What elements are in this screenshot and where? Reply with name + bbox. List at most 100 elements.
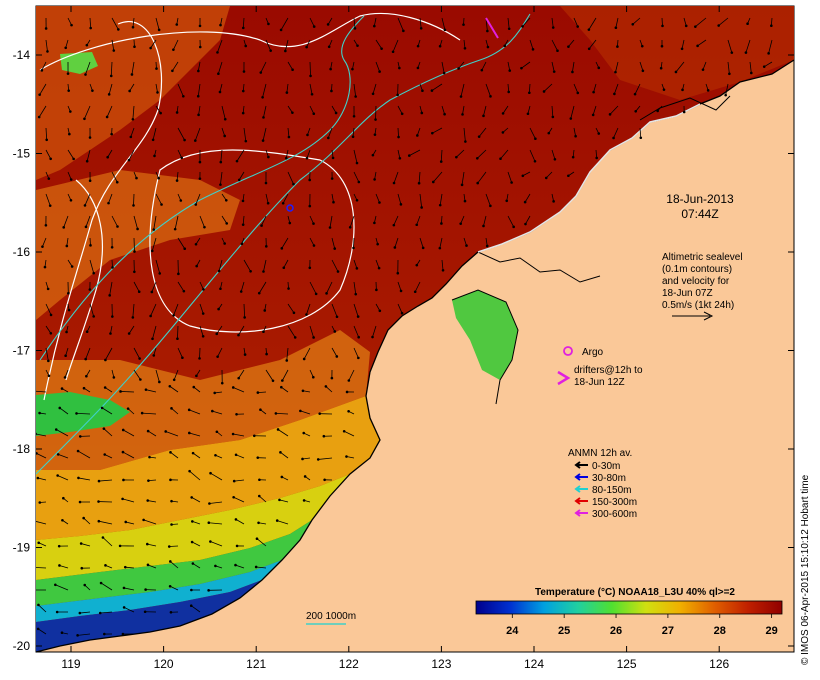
velocity-arrow-head (327, 45, 331, 49)
velocity-arrow-head (501, 131, 505, 134)
velocity-arrow-head (396, 93, 399, 97)
velocity-arrow-head (142, 518, 145, 522)
sealevel-contour-4 (65, 179, 103, 381)
velocity-arrow-head (413, 290, 417, 294)
velocity-arrow-head (241, 223, 245, 226)
velocity-arrow-head (241, 89, 245, 93)
velocity-arrow-head (551, 26, 555, 29)
velocity-arrow-head (347, 379, 351, 382)
velocity-arrow (439, 193, 443, 206)
velocity-arrow (284, 39, 289, 52)
velocity-arrow-head (84, 357, 87, 361)
velocity-arrow-head (38, 411, 41, 415)
velocity-arrow-head (121, 428, 125, 432)
velocity-arrow-head (61, 518, 64, 522)
velocity-arrow-head (744, 51, 748, 54)
velocity-arrow-head (392, 181, 396, 185)
velocity-arrow (281, 369, 289, 381)
velocity-arrow-head (67, 308, 71, 312)
velocity-arrow (263, 259, 267, 272)
velocity-arrow-head (262, 330, 265, 334)
lon-tick-label: 121 (246, 657, 266, 671)
velocity-arrow (634, 83, 641, 95)
velocity-arrow-head (616, 45, 619, 48)
velocity-arrow-head (312, 25, 316, 28)
velocity-arrow (507, 215, 515, 228)
velocity-arrow (108, 193, 113, 204)
anmn-legend-label: 150-300m (592, 497, 637, 508)
velocity-arrow-head (512, 225, 515, 229)
velocity-arrow (613, 127, 619, 139)
velocity-arrow (111, 39, 115, 51)
velocity-arrow (219, 83, 223, 93)
velocity-arrow (441, 61, 445, 74)
velocity-arrow (727, 61, 730, 74)
velocity-arrow-head (97, 479, 101, 483)
velocity-arrow (331, 303, 338, 317)
velocity-arrow-head (241, 26, 245, 30)
velocity-arrow-head (164, 430, 168, 433)
velocity-arrow-head (49, 331, 53, 335)
velocity-arrow (238, 171, 245, 181)
velocity-arrow-head (189, 604, 193, 608)
velocity-arrow (397, 281, 402, 292)
velocity-arrow-head (547, 131, 551, 135)
velocity-arrow (111, 171, 118, 183)
velocity-arrow-head (639, 136, 643, 140)
velocity-arrow (189, 432, 201, 437)
lat-tick-label: -14 (13, 48, 31, 62)
velocity-arrow-head (322, 434, 326, 438)
velocity-arrow-head (57, 544, 61, 548)
velocity-arrow (725, 83, 729, 96)
velocity-arrow-head (421, 89, 424, 93)
velocity-arrow-head (249, 269, 252, 273)
velocity-arrow-head (180, 156, 183, 160)
velocity-arrow-head (187, 431, 191, 435)
velocity-arrow (306, 39, 311, 48)
velocity-arrow (133, 369, 141, 380)
velocity-arrow (463, 39, 466, 49)
velocity-arrow (375, 61, 380, 72)
velocity-arrow-head (485, 244, 489, 248)
velocity-arrow-head (110, 245, 114, 249)
velocity-arrow-head (443, 112, 446, 116)
velocity-arrow (507, 61, 511, 71)
velocity-arrow (573, 83, 579, 94)
velocity-arrow-head (438, 246, 442, 250)
velocity-arrow (240, 281, 245, 292)
velocity-arrow-head (242, 70, 246, 73)
velocity-arrow-head (58, 564, 61, 567)
velocity-arrow (393, 215, 399, 226)
velocity-arrow (77, 633, 91, 636)
velocity-arrow-head (198, 45, 202, 49)
velocity-arrow-head (146, 542, 149, 546)
velocity-arrow (177, 325, 179, 339)
velocity-arrow-head (219, 23, 222, 27)
sealevel-contour-1 (43, 21, 163, 401)
velocity-arrow (176, 171, 179, 181)
velocity-arrow (592, 105, 597, 116)
velocity-arrow-head (281, 379, 284, 382)
velocity-arrow-head (195, 374, 198, 378)
velocity-arrow (243, 127, 247, 142)
velocity-arrow-head (112, 49, 116, 52)
velocity-arrow (199, 325, 204, 337)
velocity-arrow (614, 83, 619, 95)
velocity-arrow-head (223, 242, 226, 245)
velocity-arrow-head (241, 111, 245, 115)
velocity-arrow-head (225, 222, 229, 225)
velocity-arrow-head (191, 562, 195, 565)
velocity-arrow (280, 17, 289, 31)
velocity-arrow (45, 39, 48, 52)
velocity-arrow-head (352, 246, 355, 250)
velocity-arrow-head (501, 112, 505, 115)
velocity-arrow-head (49, 157, 52, 161)
velocity-arrow (588, 17, 597, 30)
velocity-arrow-head (706, 89, 710, 92)
velocity-arrow-head (310, 92, 314, 96)
velocity-arrow-head (308, 266, 312, 270)
velocity-arrow-head (117, 28, 120, 31)
velocity-arrow-head (244, 44, 248, 48)
velocity-arrow-head (303, 475, 307, 478)
velocity-arrow-head (354, 95, 357, 98)
